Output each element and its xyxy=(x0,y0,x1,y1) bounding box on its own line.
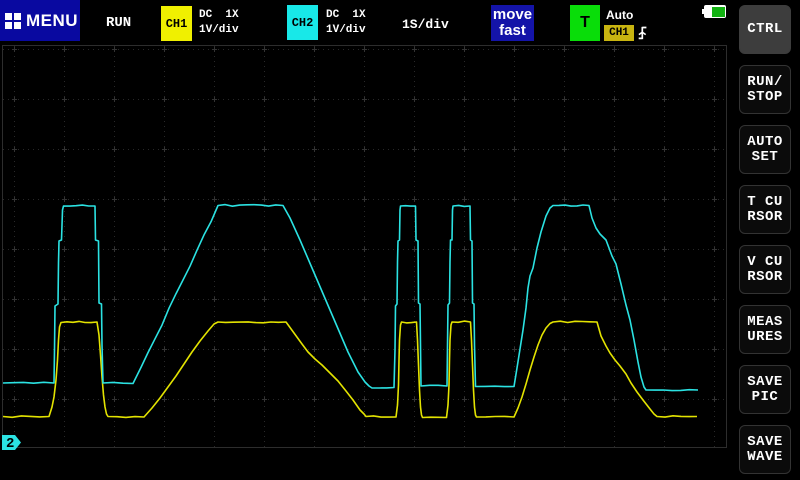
svg-text:2: 2 xyxy=(6,436,14,452)
